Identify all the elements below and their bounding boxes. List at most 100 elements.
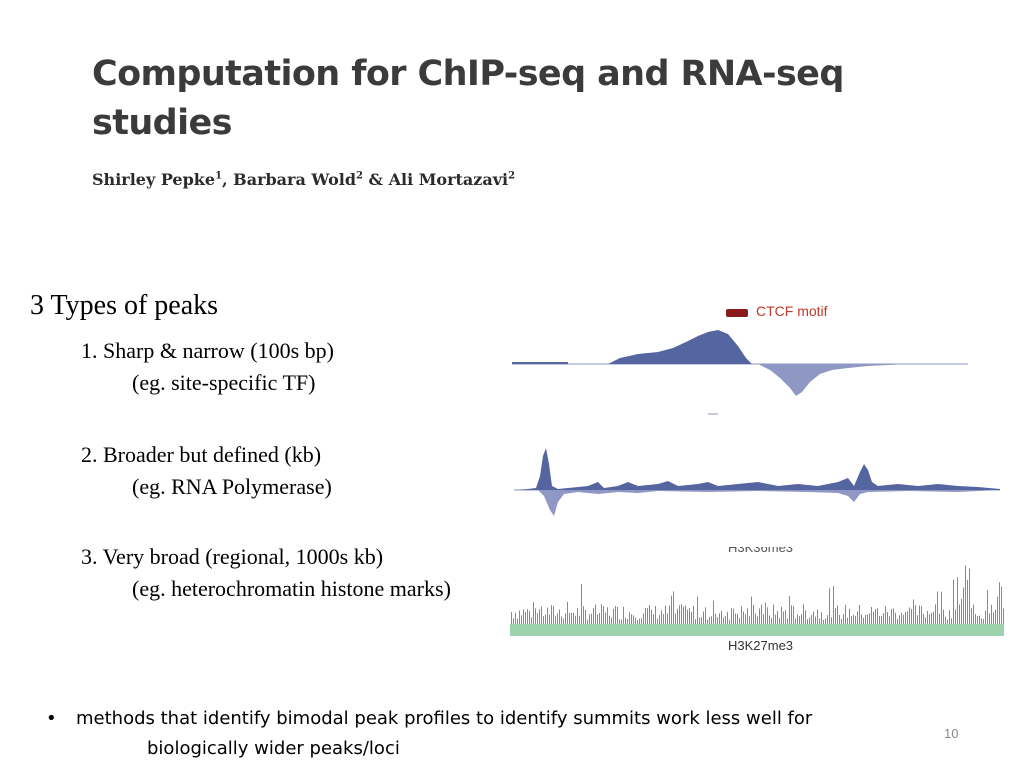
broad-signal-bar	[591, 613, 592, 624]
broad-signal-bar	[627, 619, 628, 624]
author-affiliation: 2	[508, 170, 516, 182]
broad-signal-bar	[651, 609, 652, 624]
broad-signal-bar	[747, 608, 748, 624]
peak-tracks-figure: CTCF motif H3K36me3 H3K27me3	[508, 296, 1008, 662]
broad-signal-bar	[785, 610, 786, 624]
broad-signal-bar	[727, 611, 728, 624]
broad-signal-bar	[583, 606, 584, 624]
broad-signal-bar	[571, 612, 572, 624]
broad-signal-bar	[883, 613, 884, 624]
broad-signal-bar	[841, 618, 842, 624]
broad-signal-bar	[673, 591, 674, 624]
broad-signal-bar	[665, 605, 666, 624]
broad-signal-bar	[939, 613, 940, 624]
broad-signal-bar	[635, 617, 636, 624]
broad-signal-bar	[737, 613, 738, 624]
broad-signal-bar	[809, 617, 810, 624]
broad-signal-bar	[709, 617, 710, 624]
broad-signal-bar	[879, 615, 880, 624]
broad-signal-bar	[989, 613, 990, 624]
broad-signal-bar	[769, 615, 770, 624]
broad-signal-bar	[575, 615, 576, 624]
broad-signal-bar	[681, 604, 682, 624]
broad-signal-bar	[565, 613, 566, 624]
broad-signal-bar	[963, 587, 964, 624]
broad-signal-bar	[811, 615, 812, 624]
broad-signal-bar	[685, 605, 686, 624]
broad-signal-bar	[839, 615, 840, 624]
broad-signal-bar	[721, 610, 722, 624]
broad-signal-bar	[535, 608, 536, 624]
peak-type-example: (eg. RNA Polymerase)	[132, 474, 332, 499]
broad-signal-bar	[947, 619, 948, 624]
broad-signal-bar	[937, 591, 938, 624]
bullet-symbol: •	[46, 708, 57, 729]
broad-signal-bar	[529, 611, 530, 624]
broad-signal-bar	[817, 609, 818, 624]
broad-signal-bar	[549, 614, 550, 624]
broad-signal-bar	[527, 609, 528, 624]
broad-signal-bar	[725, 615, 726, 624]
broad-signal-bar	[603, 606, 604, 624]
broad-signal-bar	[653, 614, 654, 624]
broad-signal-bar	[579, 615, 580, 624]
broad-signal-bar	[931, 612, 932, 624]
paper-title: Computation for ChIP-seq and RNA-seq stu…	[92, 54, 844, 143]
broad-signal-bar	[773, 604, 774, 624]
broad-signal-bar	[569, 612, 570, 624]
broad-signal-bar	[845, 604, 846, 624]
broad-signal-bar	[949, 610, 950, 624]
broad-signal-bar	[585, 609, 586, 624]
broad-signal-bar	[863, 617, 864, 624]
peak-type-example: (eg. site-specific TF)	[132, 370, 316, 395]
broad-signal-bar	[813, 611, 814, 624]
broad-signal-bar	[961, 598, 962, 624]
peak-types-section: 3 Types of peaks 1. Sharp & narrow (100s…	[30, 290, 570, 601]
broad-signal-bar	[541, 606, 542, 624]
broad-signal-bar	[643, 613, 644, 624]
slide-number: 10	[944, 726, 959, 741]
broad-signal-bar	[793, 606, 794, 624]
broad-signal-bar	[623, 606, 624, 624]
broad-signal-bars	[511, 565, 1004, 624]
broad-signal-bar	[973, 604, 974, 624]
broad-signal-bar	[1001, 586, 1002, 624]
broad-signal-bar	[767, 607, 768, 624]
broad-signal-bar	[517, 618, 518, 624]
broad-signal-bar	[1003, 608, 1004, 624]
broad-signal-bar	[537, 613, 538, 624]
broad-signal-bar	[855, 615, 856, 624]
broad-signal-bar	[795, 618, 796, 624]
broad-signal-bar	[663, 613, 664, 624]
broad-signal-bar	[731, 608, 732, 624]
broad-signal-bar	[605, 612, 606, 624]
broad-signal-bar	[881, 615, 882, 624]
broad-signal-bar	[703, 611, 704, 624]
broad-signal-bar	[951, 618, 952, 624]
broad-signal-bar	[859, 604, 860, 624]
author-name: Ali Mortazavi	[388, 170, 509, 189]
broad-signal-bar	[827, 615, 828, 624]
reverse-strand-signal	[538, 490, 1000, 516]
broad-signal-bar	[941, 591, 942, 624]
broad-signal-bar	[797, 614, 798, 624]
broad-signal-bar	[843, 614, 844, 624]
broad-signal-bar	[753, 604, 754, 624]
peak-types-heading: 3 Types of peaks	[30, 290, 219, 321]
broad-signal-bar	[967, 579, 968, 624]
broad-signal-bar	[589, 614, 590, 624]
broad-signal-bar	[555, 616, 556, 624]
broad-signal-bar	[625, 617, 626, 624]
broad-signal-bar	[945, 616, 946, 624]
broad-signal-bar	[925, 617, 926, 624]
peak-type-label: 1. Sharp & narrow (100s bp)	[81, 338, 334, 363]
bullet-text-line2: biologically wider peaks/loci	[147, 738, 400, 759]
broad-signal-bar	[821, 612, 822, 624]
broad-signal-bar	[511, 612, 512, 624]
broad-signal-bar	[749, 616, 750, 624]
broad-signal-bar	[911, 608, 912, 624]
broad-signal-bar	[977, 616, 978, 624]
track-label-partial: H3K36me3	[728, 540, 794, 555]
broad-signal-bar	[719, 613, 720, 624]
broad-signal-bar	[545, 614, 546, 624]
